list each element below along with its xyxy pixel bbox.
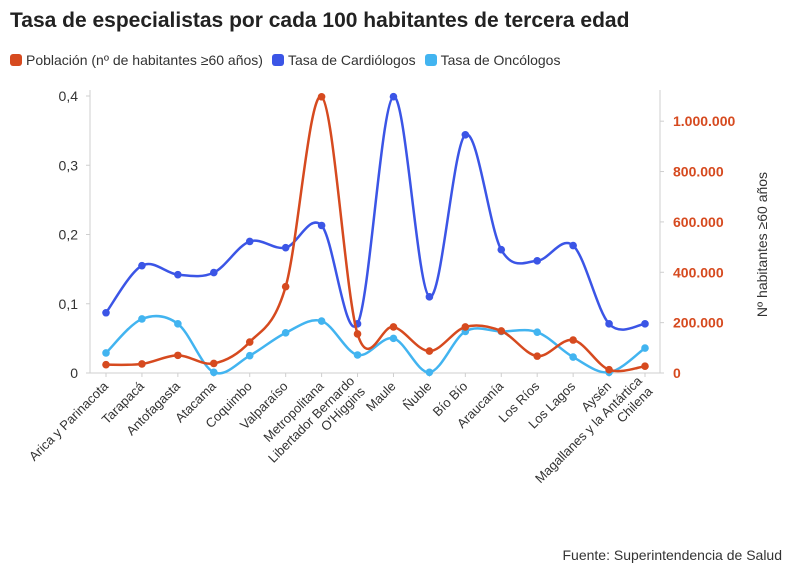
point-cardiologos-8 bbox=[389, 92, 398, 101]
point-poblacion-1 bbox=[138, 360, 146, 368]
y-right-tick-label-1: 200.000 bbox=[673, 315, 724, 331]
point-oncologos-6 bbox=[317, 317, 326, 325]
legend-item-cardiologos[interactable]: Tasa de Cardiólogos bbox=[271, 52, 416, 68]
point-poblacion-10 bbox=[461, 323, 470, 331]
x-tick-label-0: Arica y Parinacota bbox=[26, 378, 112, 464]
point-oncologos-8 bbox=[389, 334, 398, 343]
y-left-tick-label-4: 0,4 bbox=[59, 88, 79, 104]
legend-label-oncologos: Tasa de Oncólogos bbox=[440, 52, 561, 68]
series-line-poblacion bbox=[105, 95, 646, 373]
x-tick-label-line: Magallanes y la Antártica bbox=[532, 373, 645, 486]
point-cardiologos-11 bbox=[497, 245, 506, 254]
x-tick-label-line: Arica y Parinacota bbox=[26, 378, 112, 464]
point-cardiologos-2 bbox=[174, 270, 182, 279]
point-cardiologos-0 bbox=[102, 308, 110, 317]
point-cardiologos-9 bbox=[425, 293, 434, 301]
point-poblacion-12 bbox=[533, 352, 541, 360]
point-oncologos-15 bbox=[641, 344, 649, 352]
series-line-oncologos bbox=[105, 314, 646, 375]
point-oncologos-3 bbox=[210, 368, 218, 377]
point-oncologos-4 bbox=[245, 351, 254, 360]
point-poblacion-2 bbox=[174, 351, 182, 360]
legend-label-poblacion: Población (nº de habitantes ≥60 años) bbox=[26, 52, 263, 68]
point-cardiologos-14 bbox=[605, 320, 613, 328]
point-oncologos-1 bbox=[138, 315, 146, 323]
legend-item-poblacion[interactable]: Población (nº de habitantes ≥60 años) bbox=[10, 52, 263, 68]
y-right-tick-label-2: 400.000 bbox=[673, 264, 724, 280]
point-poblacion-6 bbox=[317, 92, 326, 101]
point-poblacion-9 bbox=[425, 347, 434, 355]
y-left-tick-label-0: 0 bbox=[70, 365, 78, 381]
point-cardiologos-1 bbox=[138, 261, 146, 270]
point-poblacion-15 bbox=[641, 362, 649, 371]
point-oncologos-0 bbox=[102, 349, 110, 357]
legend-swatch-poblacion bbox=[10, 54, 22, 66]
y-left-tick-label-3: 0,3 bbox=[59, 157, 79, 173]
point-cardiologos-15 bbox=[641, 320, 649, 328]
point-oncologos-7 bbox=[353, 351, 362, 359]
series-line-cardiologos bbox=[104, 95, 646, 331]
y-right-tick-label-0: 0 bbox=[673, 365, 681, 381]
x-tick-label-8: Maule bbox=[363, 379, 399, 415]
point-cardiologos-5 bbox=[281, 243, 290, 252]
point-cardiologos-3 bbox=[210, 268, 218, 277]
y-left-tick-label-1: 0,1 bbox=[59, 296, 79, 312]
source-note: Fuente: Superintendencia de Salud bbox=[562, 547, 783, 563]
point-poblacion-11 bbox=[497, 327, 506, 335]
y-left-tick-label-2: 0,2 bbox=[59, 227, 79, 243]
point-cardiologos-12 bbox=[533, 257, 541, 265]
legend-swatch-oncologos bbox=[424, 54, 437, 66]
y-right-tick-label-4: 800.000 bbox=[673, 164, 724, 180]
point-oncologos-12 bbox=[533, 328, 541, 336]
point-cardiologos-13 bbox=[569, 241, 577, 250]
legend-label-cardiologos: Tasa de Cardiólogos bbox=[287, 52, 416, 68]
point-oncologos-5 bbox=[281, 329, 290, 337]
point-poblacion-5 bbox=[281, 282, 290, 291]
point-poblacion-3 bbox=[210, 359, 218, 368]
point-poblacion-7 bbox=[353, 330, 362, 338]
y-right-tick-label-5: 1.000.000 bbox=[673, 113, 735, 129]
y-right-axis-title: Nº habitantes ≥60 años bbox=[754, 172, 770, 317]
point-poblacion-13 bbox=[569, 336, 577, 344]
point-poblacion-0 bbox=[102, 360, 110, 369]
legend: Población (nº de habitantes ≥60 años) Ta… bbox=[10, 52, 560, 68]
point-oncologos-9 bbox=[425, 368, 434, 377]
point-cardiologos-6 bbox=[317, 221, 326, 230]
legend-swatch-cardiologos bbox=[271, 54, 284, 66]
chart-title: Tasa de especialistas por cada 100 habit… bbox=[10, 9, 630, 32]
point-oncologos-13 bbox=[569, 353, 577, 361]
point-poblacion-4 bbox=[245, 338, 254, 346]
x-tick-label-line: Maule bbox=[363, 379, 399, 415]
point-cardiologos-10 bbox=[461, 130, 470, 139]
legend-item-oncologos[interactable]: Tasa de Oncólogos bbox=[424, 52, 561, 68]
point-poblacion-14 bbox=[605, 365, 613, 374]
point-poblacion-8 bbox=[389, 323, 398, 331]
point-oncologos-2 bbox=[174, 320, 182, 328]
y-right-tick-label-3: 600.000 bbox=[673, 214, 724, 230]
point-cardiologos-4 bbox=[245, 237, 254, 246]
